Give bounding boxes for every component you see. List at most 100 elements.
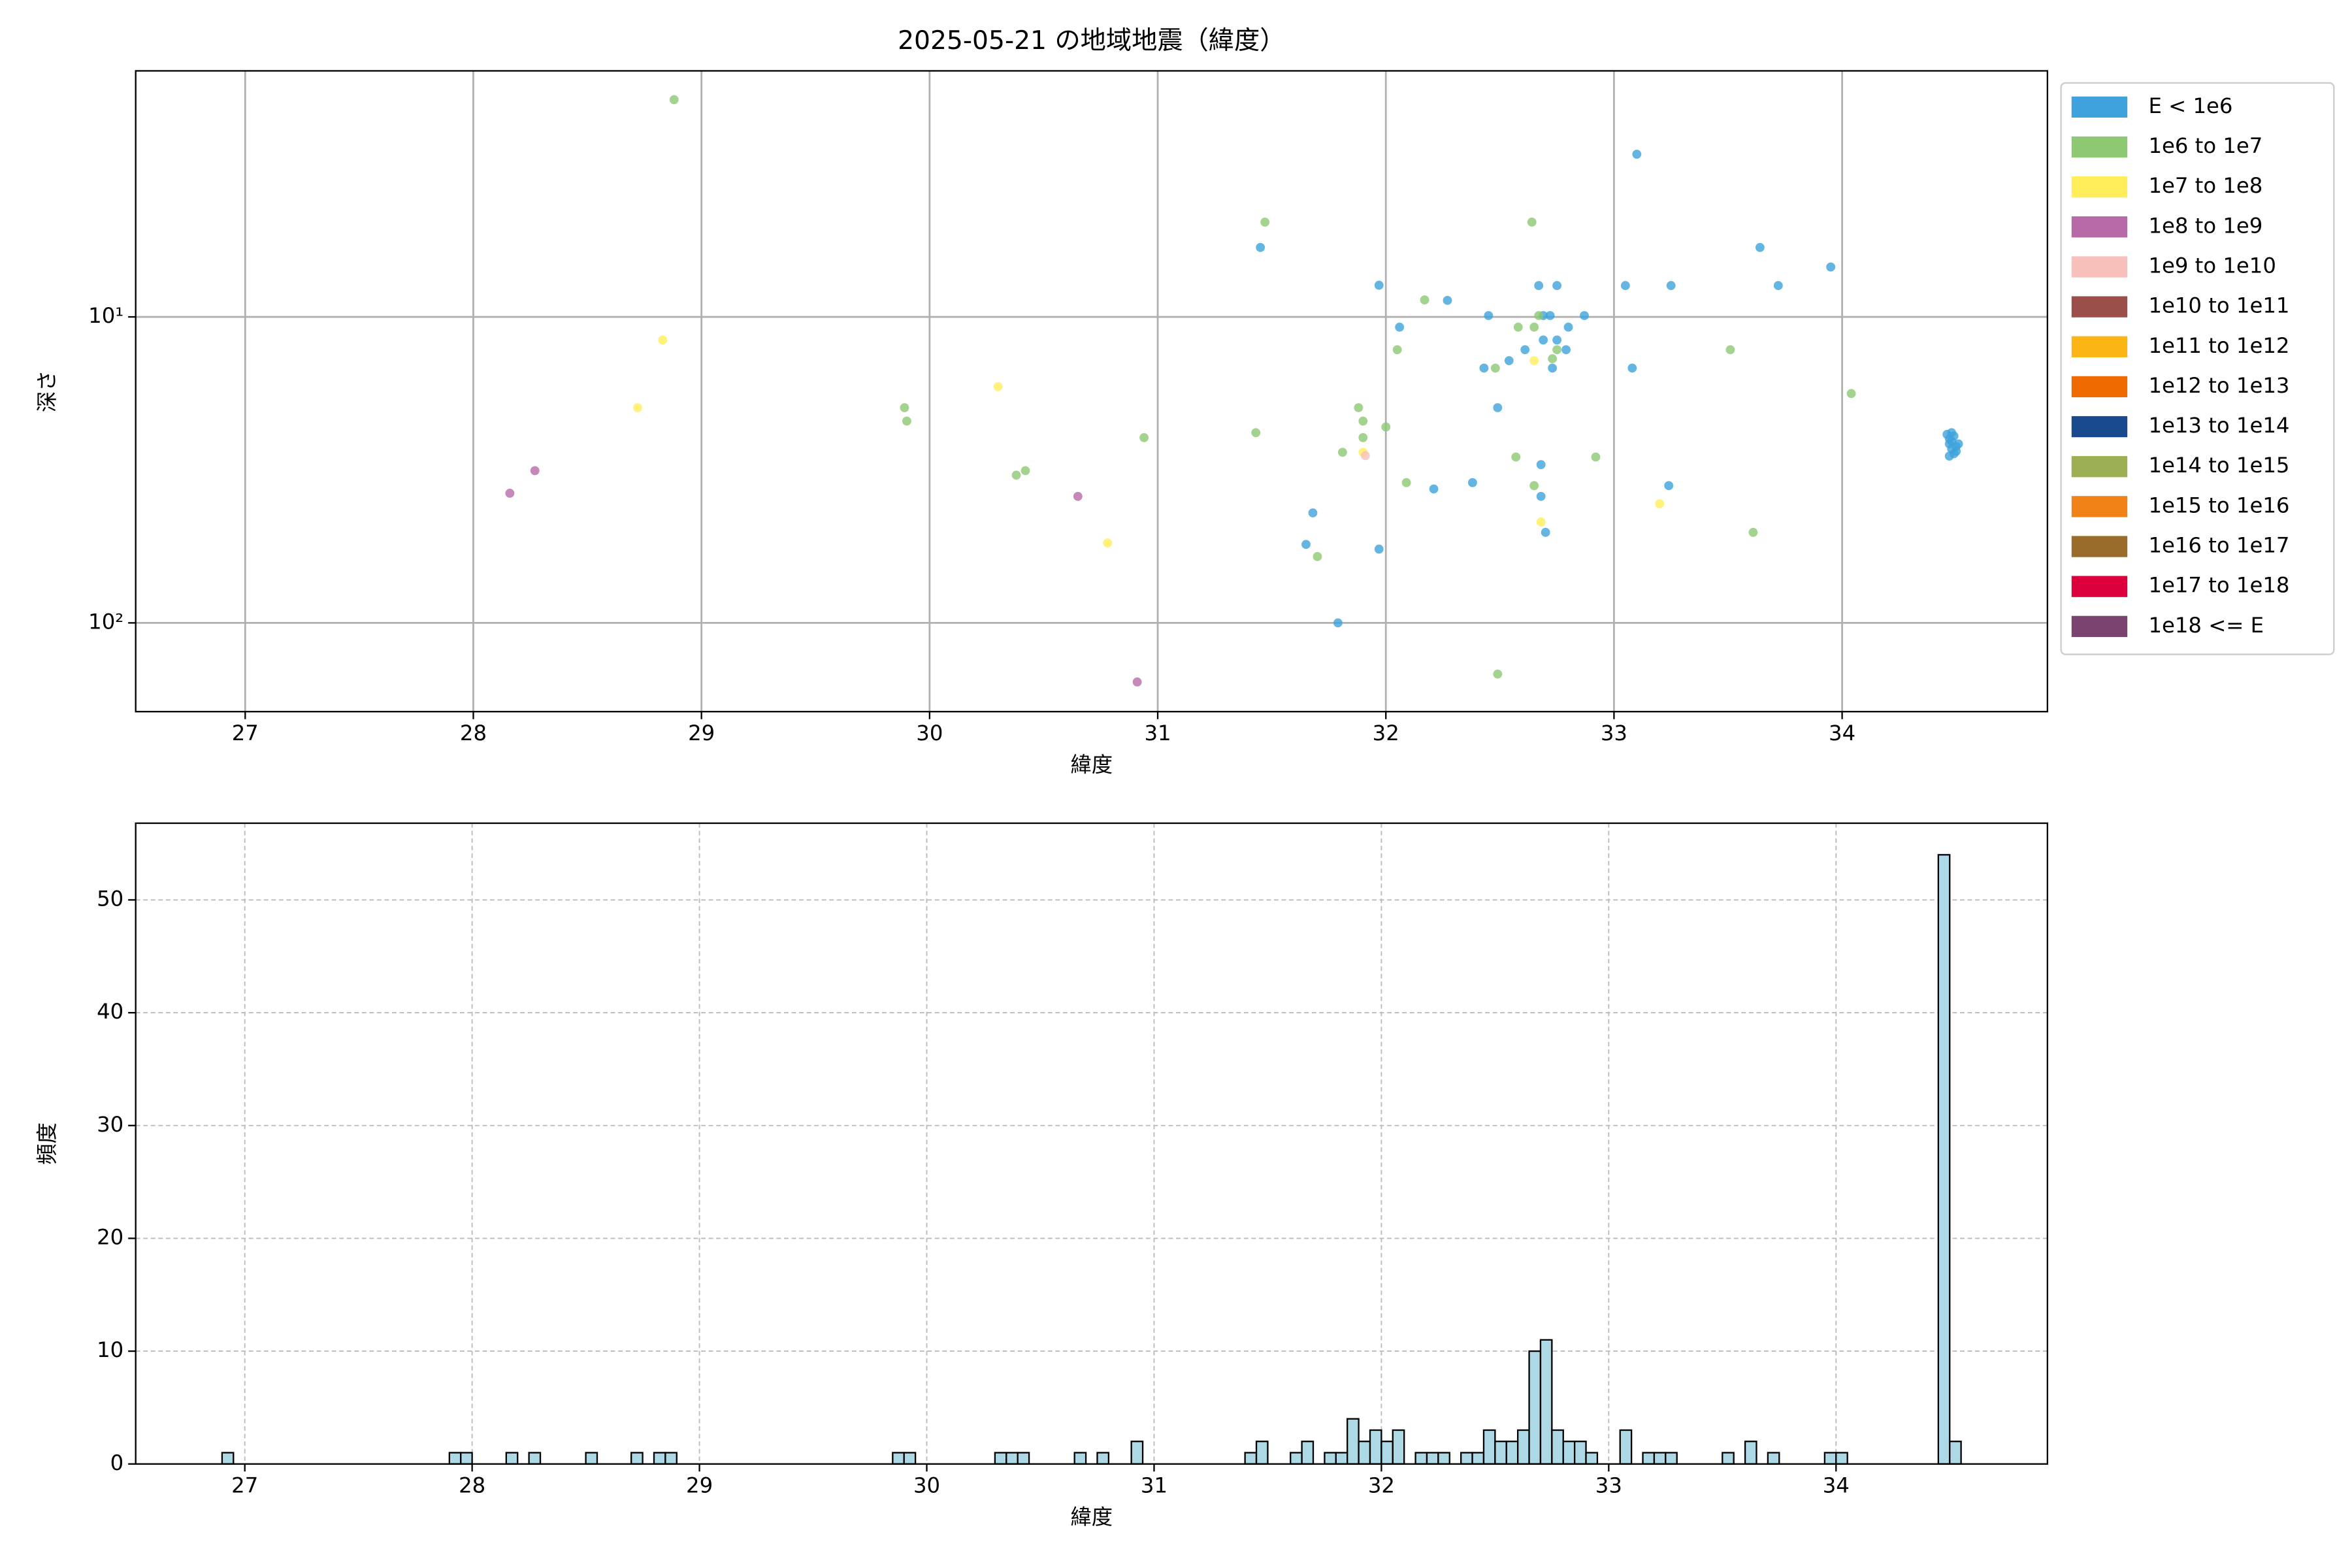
y-tick-label: 0 [110,1450,124,1475]
scatter-point [1548,363,1558,373]
histogram-bar [1744,1441,1757,1465]
scatter-point [1511,452,1521,462]
scatter-point [1632,150,1642,159]
scatter-point [1429,484,1439,494]
histogram-bar [1505,1441,1519,1465]
x-tick-label: 28 [459,1473,485,1497]
scatter-point [1953,439,1963,449]
scatter-point [1527,218,1537,227]
legend-swatch [2071,136,2128,158]
scatter-point [1591,452,1601,462]
histogram-bar [892,1452,905,1465]
scatter-point [1493,403,1503,412]
legend-label: 1e10 to 1e11 [2148,293,2289,318]
scatter-point [1011,470,1021,480]
legend-label: 1e12 to 1e13 [2148,373,2289,398]
histogram-bar [994,1452,1007,1465]
scatter-point [1748,527,1758,537]
scatter-point [1944,451,1954,461]
scatter-point [1484,311,1494,320]
x-tick-label: 30 [916,721,943,745]
histogram-bar [1290,1452,1303,1465]
histogram-bar [528,1452,542,1465]
histogram-bar [1301,1441,1315,1465]
scatter-point [1308,508,1318,517]
histogram-bar [1642,1452,1656,1465]
legend-label: 1e17 to 1e18 [2148,573,2289,598]
histogram-bar [1460,1452,1473,1465]
legend-swatch [2071,615,2128,637]
histogram-bar [903,1452,917,1465]
plot-frame [135,70,2048,713]
y-tick-label: 10¹ [88,303,123,328]
legend-swatch [2071,176,2128,198]
scatter-point [1395,322,1405,332]
y-tick-label: 40 [97,999,123,1024]
x-tick-label: 29 [688,721,715,745]
scatter-point [1260,218,1270,227]
histogram-bar [1130,1441,1144,1465]
x-axis-label: 緯度 [1070,1505,1113,1529]
histogram-bar [1324,1452,1337,1465]
plot-frame [135,822,2048,1465]
scatter-point [1529,322,1539,332]
y-tick-label: 50 [97,886,123,911]
scatter-point [1392,345,1402,355]
x-tick-label: 34 [1829,721,1855,745]
x-tick-label: 27 [231,1473,258,1497]
legend-label: 1e8 to 1e9 [2148,213,2262,238]
legend-label: 1e15 to 1e16 [2148,493,2289,517]
scatter-point [1534,311,1544,320]
scatter-point [1443,295,1452,305]
histogram-bar [1369,1429,1382,1465]
scatter-point [1536,460,1546,470]
scatter-point [1251,428,1261,438]
histogram-bar [1516,1429,1530,1465]
x-tick-label: 32 [1368,1473,1395,1497]
legend-label: 1e16 to 1e17 [2148,533,2289,558]
x-tick-label: 33 [1601,721,1627,745]
histogram-bar [1823,1452,1837,1465]
scatter-point [1545,311,1555,320]
legend-swatch [2071,96,2128,118]
scatter-point [1952,446,1961,456]
histogram-bar [1949,1441,1962,1465]
scatter-point [1773,281,1783,291]
scatter-point [1664,481,1674,491]
histogram-bar [653,1452,666,1465]
x-tick-label: 30 [913,1473,940,1497]
scatter-point [1132,677,1142,687]
histogram-bar [1528,1350,1542,1465]
legend-swatch [2071,496,2128,517]
legend-swatch [2071,256,2128,278]
histogram-bar [1335,1452,1348,1465]
scatter-point [505,489,515,498]
x-tick-label: 33 [1595,1473,1622,1497]
scatter-point [658,335,668,345]
scatter-point [993,382,1003,391]
histogram-bar [1937,854,1951,1465]
histogram-bar [1539,1339,1553,1465]
histogram-bar [460,1452,473,1465]
histogram-bar [1722,1452,1735,1465]
scatter-point [902,416,911,426]
scatter-point [1301,540,1311,549]
scatter-point [1725,345,1735,355]
chart-title: 2025-05-21 の地域地震（緯度） [898,26,1285,56]
y-axis-label: 頻度 [35,1122,59,1165]
histogram-bar [505,1452,519,1465]
scatter-point [1354,403,1364,412]
scatter-point [1655,499,1665,508]
legend-label: 1e9 to 1e10 [2148,253,2276,278]
legend-label: 1e14 to 1e15 [2148,453,2289,478]
scatter-point [1548,354,1558,364]
histogram-bar [1244,1452,1258,1465]
scatter-point [1374,280,1384,290]
histogram-bar [585,1452,598,1465]
legend-swatch [2071,536,2128,557]
histogram-bar [1653,1452,1667,1465]
histogram-bar [1482,1429,1496,1465]
x-tick-label: 31 [1144,721,1171,745]
